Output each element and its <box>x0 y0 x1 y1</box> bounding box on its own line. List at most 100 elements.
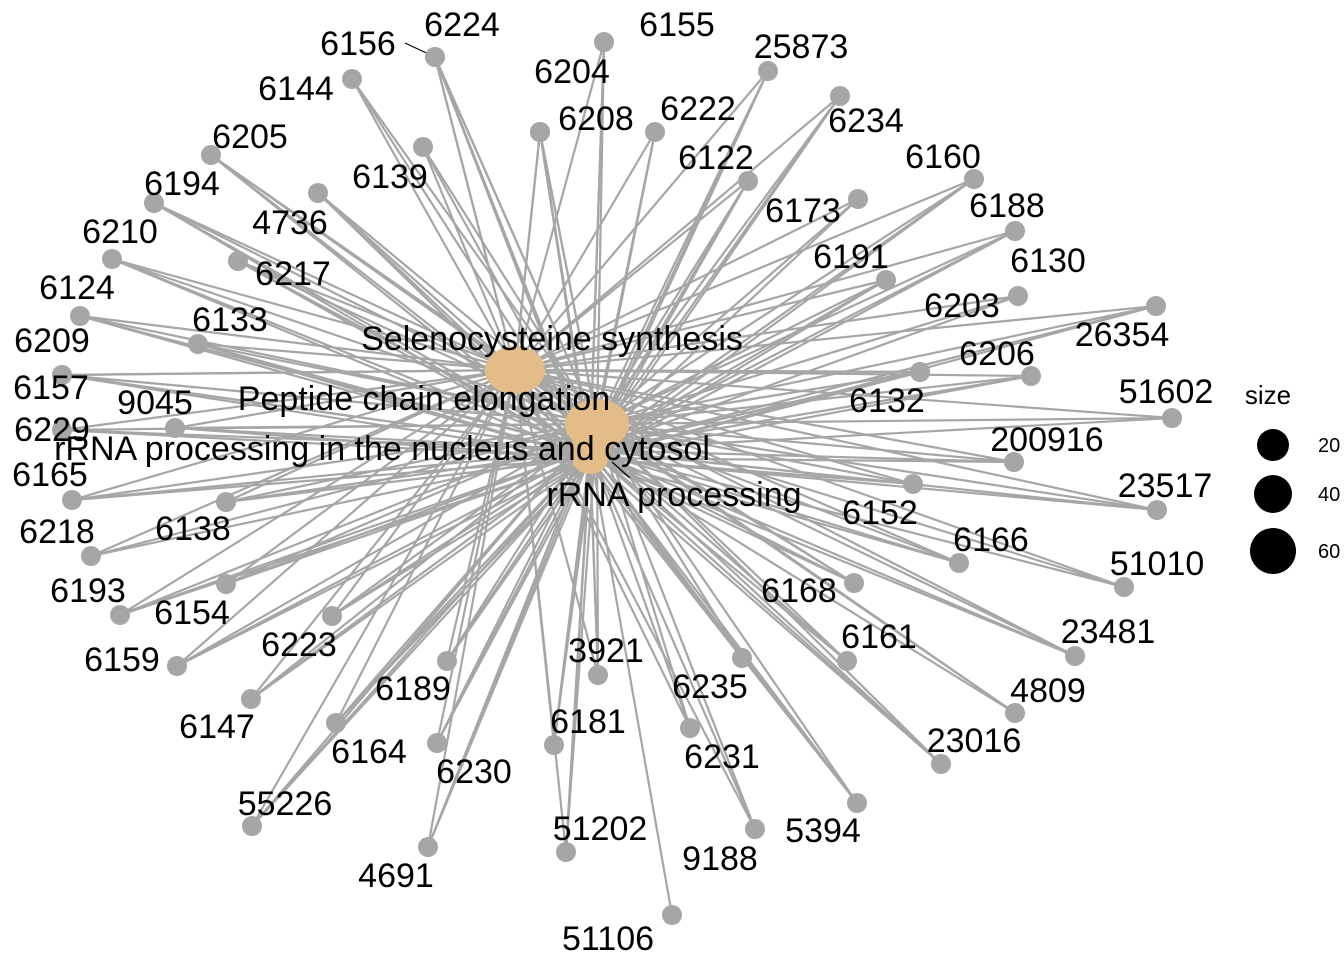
gene-node-4736[interactable] <box>308 183 328 203</box>
edge-9188-1 <box>595 423 757 830</box>
gene-node-9045[interactable] <box>165 418 185 438</box>
gene-node-6139[interactable] <box>413 137 433 157</box>
gene-node-6160[interactable] <box>964 169 984 189</box>
gene-label-6217: 6217 <box>255 255 331 293</box>
gene-label-6133: 6133 <box>192 301 268 339</box>
gene-node-6157[interactable] <box>52 365 72 385</box>
gene-node-6130[interactable] <box>1008 286 1028 306</box>
edge-6173-2 <box>589 198 859 451</box>
edge-6160-0 <box>514 177 975 372</box>
edge-6229-0 <box>61 368 516 432</box>
gene-node-6217[interactable] <box>228 251 248 271</box>
gene-node-6189[interactable] <box>437 651 457 671</box>
gene-label-6206: 6206 <box>959 335 1035 373</box>
gene-node-6132[interactable] <box>910 362 930 382</box>
gene-label-26354: 26354 <box>1075 316 1170 354</box>
gene-node-6161[interactable] <box>837 651 857 671</box>
gene-node-6229[interactable] <box>52 420 72 440</box>
category-labels: Selenocysteine synthesis Peptide chain el… <box>54 320 801 514</box>
edge-6193-2 <box>119 448 591 617</box>
edge-6168-1 <box>596 423 855 584</box>
gene-label-6155: 6155 <box>639 6 715 44</box>
edge-51602-1 <box>596 416 1173 426</box>
gene-node-6122[interactable] <box>738 171 758 191</box>
edge-23016-1 <box>596 423 942 765</box>
gene-node-51602[interactable] <box>1162 408 1182 428</box>
edge-6210-0 <box>111 257 516 372</box>
gene-node-6234[interactable] <box>830 86 850 106</box>
edge-51202-3 <box>564 457 592 853</box>
edge-6217-0 <box>237 259 516 372</box>
gene-label-6222: 6222 <box>660 90 736 128</box>
gene-node-6218[interactable] <box>81 546 101 566</box>
gene-node-6181[interactable] <box>544 735 564 755</box>
edge-6188-3 <box>589 230 1016 459</box>
gene-node-6156[interactable] <box>425 47 445 67</box>
gene-node-23016[interactable] <box>931 754 951 774</box>
gene-node-6165[interactable] <box>62 490 82 510</box>
gene-node-51010[interactable] <box>1114 577 1134 597</box>
gene-label-23481: 23481 <box>1061 613 1156 651</box>
gene-label-6235: 6235 <box>672 668 748 706</box>
gene-node-200916[interactable] <box>1004 452 1024 472</box>
gene-node-6124[interactable] <box>70 306 90 326</box>
gene-node-6230[interactable] <box>427 733 447 753</box>
gene-node-6133[interactable] <box>188 334 208 354</box>
gene-node-26354[interactable] <box>1146 296 1166 316</box>
gene-node-6159[interactable] <box>167 656 187 676</box>
edge-6210-1 <box>111 257 598 426</box>
gene-node-6206[interactable] <box>1021 366 1041 386</box>
gene-label-6147: 6147 <box>179 708 255 746</box>
gene-node-6223[interactable] <box>322 606 342 626</box>
gene-node-6231[interactable] <box>680 718 700 738</box>
gene-nodes <box>52 32 1182 925</box>
gene-node-6173[interactable] <box>848 189 868 209</box>
gene-node-6205[interactable] <box>201 145 221 165</box>
gene-node-6193[interactable] <box>110 605 130 625</box>
legend-title: size <box>1245 380 1291 410</box>
category-node-0[interactable] <box>485 346 545 394</box>
gene-node-6194[interactable] <box>144 193 164 213</box>
gene-node-6154[interactable] <box>216 574 236 594</box>
gene-node-6147[interactable] <box>241 689 261 709</box>
gene-node-9188[interactable] <box>745 819 765 839</box>
gene-label-9188: 9188 <box>682 840 758 878</box>
gene-node-6155[interactable] <box>594 32 614 52</box>
gene-node-6168[interactable] <box>844 573 864 593</box>
gene-node-4809[interactable] <box>1005 703 1025 723</box>
gene-node-23517[interactable] <box>1147 500 1167 520</box>
gene-label-55226: 55226 <box>238 785 333 823</box>
gene-node-6166[interactable] <box>949 553 969 573</box>
edge-6133-0 <box>197 342 516 372</box>
gene-node-23481[interactable] <box>1065 646 1085 666</box>
edge-6165-0 <box>71 368 516 502</box>
gene-node-6210[interactable] <box>102 249 122 269</box>
gene-node-25873[interactable] <box>758 61 778 81</box>
gene-node-55226[interactable] <box>242 816 262 836</box>
gene-node-6144[interactable] <box>342 69 362 89</box>
gene-node-6164[interactable] <box>326 713 346 733</box>
gene-node-6188[interactable] <box>1005 221 1025 241</box>
gene-node-4691[interactable] <box>418 837 438 857</box>
gene-label-4736: 4736 <box>252 204 328 242</box>
gene-node-6138[interactable] <box>216 492 236 512</box>
gene-node-6152[interactable] <box>903 474 923 494</box>
category-node-3[interactable] <box>572 442 608 474</box>
gene-label-6208: 6208 <box>558 100 634 138</box>
gene-label-6157: 6157 <box>13 369 89 407</box>
gene-node-6208[interactable] <box>530 122 550 142</box>
gene-node-51106[interactable] <box>662 905 682 925</box>
gene-node-3921[interactable] <box>588 665 608 685</box>
gene-node-51202[interactable] <box>556 842 576 862</box>
gene-node-6235[interactable] <box>732 648 752 668</box>
edge-6231-2 <box>588 449 692 729</box>
edge-6208-0 <box>513 131 542 371</box>
gene-label-6138: 6138 <box>155 510 231 548</box>
gene-node-6222[interactable] <box>645 122 665 142</box>
edge-23481-2 <box>589 448 1076 658</box>
edge-6138-3 <box>225 456 591 504</box>
edge-4691-3 <box>426 457 592 848</box>
gene-node-6191[interactable] <box>876 270 896 290</box>
gene-node-5394[interactable] <box>847 793 867 813</box>
gene-label-6156: 6156 <box>320 25 396 63</box>
